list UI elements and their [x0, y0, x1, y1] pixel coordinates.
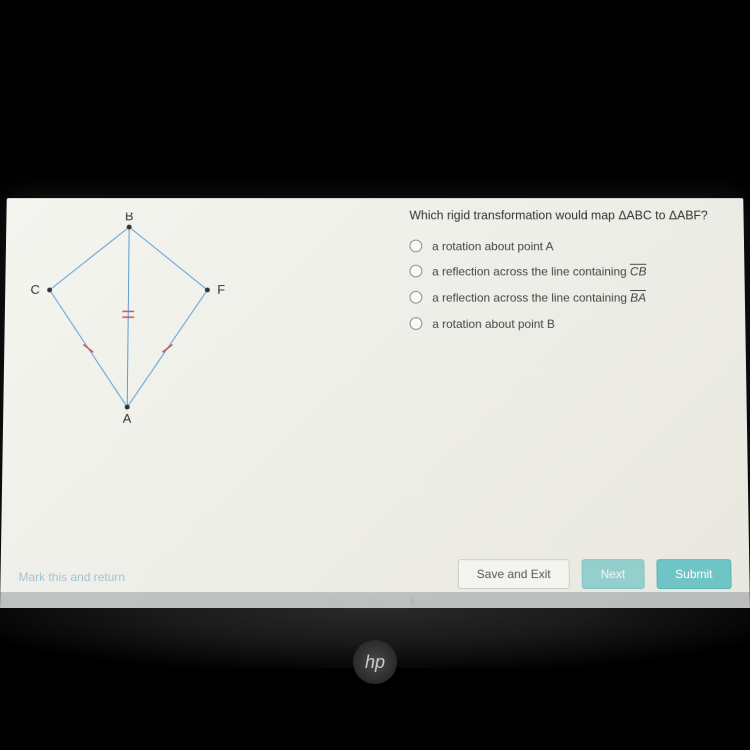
radio-icon[interactable] [410, 291, 423, 304]
option-2[interactable]: a reflection across the line containing … [409, 264, 744, 280]
option-1-text: a rotation about point A [432, 238, 554, 254]
radio-icon[interactable] [410, 317, 423, 330]
kite-diagram: B C F A [28, 213, 228, 427]
radio-icon[interactable] [409, 239, 422, 252]
label-f: F [217, 282, 225, 297]
option-1[interactable]: a rotation about point A [409, 238, 744, 254]
mark-return-link[interactable]: Mark this and return [18, 570, 125, 584]
content-area: B C F A Which rigid transformation would… [0, 198, 750, 610]
next-button[interactable]: Next [581, 559, 644, 589]
hp-logo: hp [353, 640, 397, 684]
option-3[interactable]: a reflection across the line containing … [410, 290, 746, 306]
taskbar-icon[interactable]: ◻ [370, 596, 380, 606]
option-2-text: a reflection across the line containing … [432, 264, 646, 280]
question-prompt: Which rigid transformation would map ΔAB… [409, 208, 743, 225]
label-b: B [125, 213, 134, 224]
radio-icon[interactable] [409, 265, 422, 278]
quiz-screen: B C F A Which rigid transformation would… [0, 198, 750, 610]
taskbar-icon[interactable]: ◻ [330, 596, 340, 606]
option-3-text: a reflection across the line containing … [432, 290, 646, 306]
taskbar-icon[interactable]: ▮ [410, 596, 420, 606]
submit-button[interactable]: Submit [656, 559, 732, 589]
save-exit-button[interactable]: Save and Exit [458, 559, 570, 589]
option-4[interactable]: a rotation about point B [410, 316, 746, 332]
option-4-text: a rotation about point B [432, 316, 555, 332]
label-c: C [30, 282, 39, 297]
label-a: A [123, 411, 132, 426]
footer-bar: Mark this and return Save and Exit Next … [0, 556, 749, 592]
question-panel: Which rigid transformation would map ΔAB… [409, 208, 745, 342]
